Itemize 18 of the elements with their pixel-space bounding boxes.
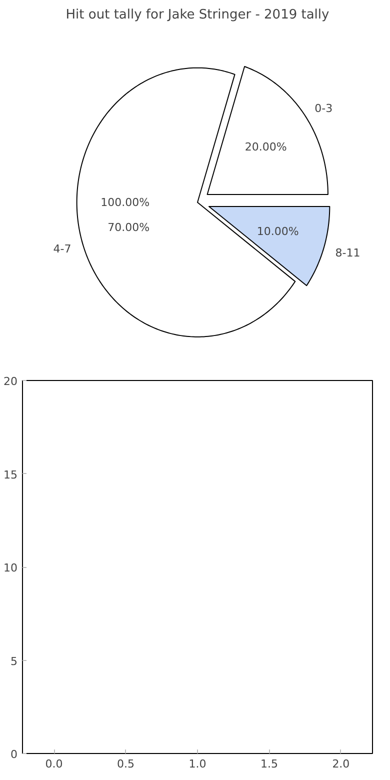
y-tick-label: 5 [10,654,18,668]
text: 100.00% [100,196,150,209]
y-tick-label: 10 [4,562,18,574]
x-tick-label: 0.5 [117,758,135,770]
slice-label: 8-11 [335,246,360,260]
data-label: 10.00% [256,224,299,238]
chart-title: Hit out tally for Jake Stringer - 2019 tally [66,8,330,22]
data-label: 20.00% [244,140,287,154]
x-tick-label: 0.0 [45,758,63,770]
y-tick-label: 15 [4,468,18,482]
slice-label: 4-7 [53,242,72,256]
slice-label: 0-3 [314,102,333,115]
x-tick-label: 1.0 [188,758,206,770]
x-tick-label: 1.5 [260,758,278,770]
y-tick-label: 0 [10,748,18,761]
y-tick-label: 20 [4,375,18,388]
data-label: 70.00% [108,220,150,234]
x-tick-label: 2.0 [332,758,350,770]
